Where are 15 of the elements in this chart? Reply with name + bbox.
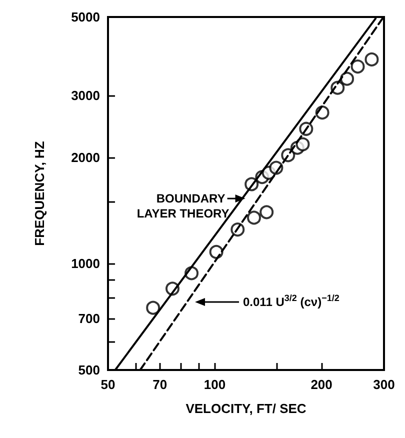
x-tick-label: 70 xyxy=(152,377,168,392)
y-tick-label: 2000 xyxy=(71,150,100,165)
y-tick-label: 700 xyxy=(78,310,100,326)
y-tick-label: 1000 xyxy=(71,256,100,272)
x-tick-label: 200 xyxy=(310,377,332,392)
x-tick-label: 300 xyxy=(373,377,395,392)
x-tick-label: 50 xyxy=(100,377,116,392)
x-tick-label: 100 xyxy=(204,377,226,392)
y-tick-label: 3000 xyxy=(71,88,100,103)
y-tick-label: 5000 xyxy=(71,10,100,24)
annotation: 0.011 U$^{3/2}$ (cν)$^{−1/2}$ xyxy=(243,293,340,309)
y-tick-label: 500 xyxy=(78,362,100,378)
annotation: BOUNDARY LAYER THEORY xyxy=(136,192,230,221)
x-axis-title: VELOCITY, FT/ SEC xyxy=(186,401,307,416)
y-axis-title: FREQUENCY, HZ xyxy=(32,141,47,246)
